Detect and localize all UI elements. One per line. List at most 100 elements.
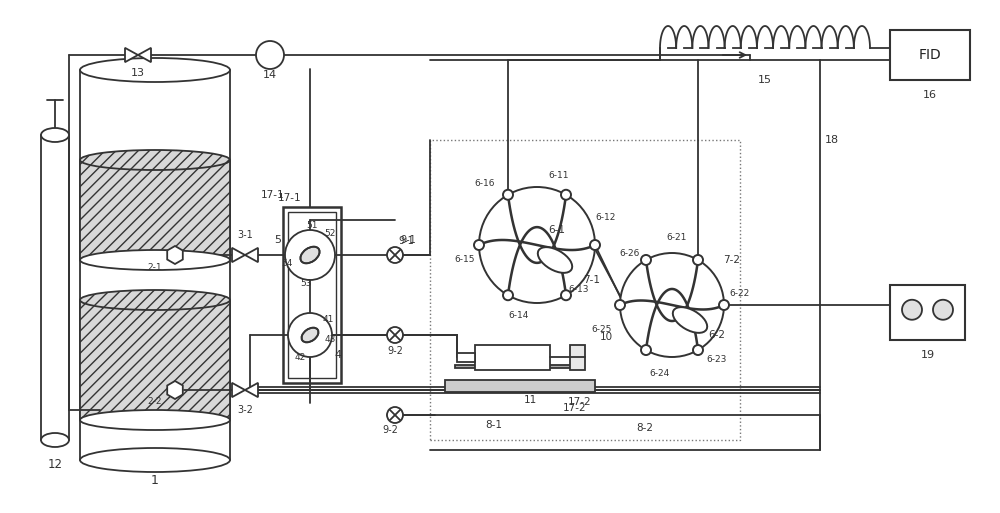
Circle shape [615,300,625,310]
Text: 9-2: 9-2 [382,425,398,435]
Text: 8-1: 8-1 [485,420,502,430]
Polygon shape [125,48,138,62]
Circle shape [387,407,403,423]
Text: 7-1: 7-1 [584,275,600,285]
Ellipse shape [80,290,230,310]
Text: 2-1: 2-1 [147,263,162,271]
Text: 6-24: 6-24 [650,368,670,378]
Ellipse shape [80,58,230,82]
Ellipse shape [80,150,230,170]
Text: 9-2: 9-2 [387,346,403,356]
Text: 42: 42 [294,352,306,362]
Bar [890,30,970,80]
Circle shape [285,230,335,280]
Polygon shape [138,48,151,62]
Polygon shape [232,383,245,397]
Ellipse shape [538,247,572,273]
Bar [80,160,230,260]
Text: 6-15: 6-15 [454,255,475,265]
Circle shape [387,247,403,263]
Circle shape [479,187,595,303]
Circle shape [719,300,729,310]
Bar [430,140,740,440]
Text: 6-1: 6-1 [548,225,566,235]
Bar [445,380,595,392]
Text: 3-1: 3-1 [237,230,253,240]
Text: 14: 14 [263,70,277,80]
Text: 6-11: 6-11 [549,170,569,180]
Text: 1: 1 [151,473,159,486]
Text: 6-23: 6-23 [707,356,727,365]
Bar [890,285,965,340]
Text: 2-2: 2-2 [148,398,162,406]
Text: 17-1: 17-1 [261,190,285,200]
Text: 11: 11 [523,395,537,405]
Text: 41: 41 [322,314,334,324]
Text: 10: 10 [600,332,613,342]
Circle shape [503,290,513,300]
Text: 6-14: 6-14 [509,310,529,320]
Text: 52: 52 [324,228,336,238]
Text: 3-2: 3-2 [237,405,253,415]
Ellipse shape [80,250,230,270]
Text: 12: 12 [48,459,62,471]
Text: 51: 51 [306,221,318,229]
Circle shape [902,300,922,320]
Text: 17-2: 17-2 [568,397,592,407]
Text: 9-1: 9-1 [400,235,416,245]
Text: 9-1: 9-1 [398,236,414,246]
Circle shape [256,41,284,69]
Ellipse shape [41,128,69,142]
Text: FID: FID [919,48,941,62]
Ellipse shape [673,307,707,333]
Bar [80,300,230,420]
Polygon shape [245,248,258,262]
Text: 5: 5 [274,235,282,245]
Text: 6-21: 6-21 [667,232,687,242]
Text: 4: 4 [334,350,342,360]
Text: 17-1: 17-1 [278,193,302,203]
Text: 19: 19 [920,350,935,360]
Ellipse shape [80,410,230,430]
Circle shape [561,290,571,300]
Text: 17-2: 17-2 [563,403,587,413]
Polygon shape [232,248,245,262]
Text: 8-2: 8-2 [637,423,654,433]
Bar [457,353,475,362]
Bar [570,345,585,370]
Text: 6-2: 6-2 [708,330,726,340]
Bar [283,207,341,383]
Text: 6-26: 6-26 [620,248,640,258]
Text: 6-22: 6-22 [729,288,749,298]
Circle shape [474,240,484,250]
Circle shape [387,327,403,343]
Text: 54: 54 [281,259,293,267]
Text: 6-25: 6-25 [592,326,612,334]
Ellipse shape [41,433,69,447]
Text: 16: 16 [923,90,937,100]
Ellipse shape [300,247,320,263]
Text: 53: 53 [300,279,312,287]
Circle shape [641,345,651,355]
Bar [455,365,575,368]
Text: 7-2: 7-2 [724,255,740,265]
Circle shape [288,313,332,357]
Circle shape [693,255,703,265]
Text: 6-12: 6-12 [595,212,615,222]
Circle shape [503,190,513,200]
Circle shape [693,345,703,355]
Ellipse shape [302,328,318,342]
Text: 6-13: 6-13 [569,286,589,294]
Text: 13: 13 [131,68,145,78]
Circle shape [641,255,651,265]
Circle shape [590,240,600,250]
Circle shape [620,253,724,357]
Text: 15: 15 [758,75,772,85]
Text: 6-16: 6-16 [475,179,495,187]
Circle shape [561,190,571,200]
Bar [288,212,336,378]
Bar [475,345,550,370]
Polygon shape [245,383,258,397]
Ellipse shape [80,448,230,472]
Circle shape [933,300,953,320]
